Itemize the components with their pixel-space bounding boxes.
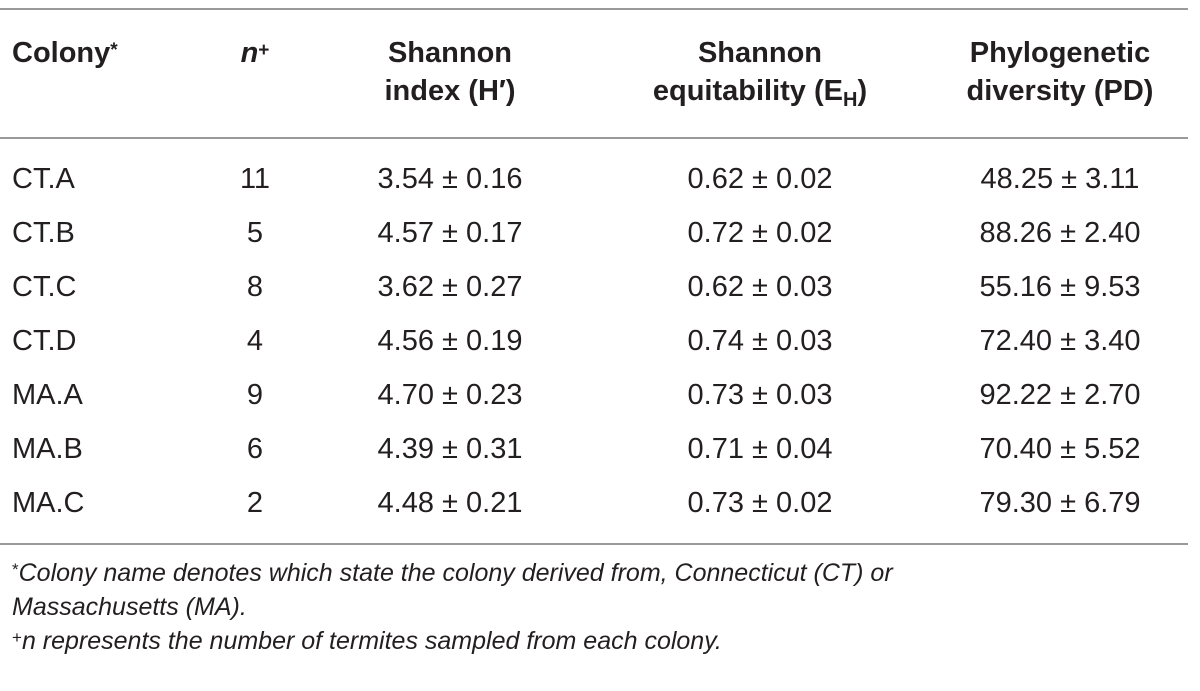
header-n: n+ <box>225 34 285 72</box>
cell-colony: MA.A <box>12 379 83 411</box>
cell-shannon: 3.54 ± 0.16 <box>377 163 523 195</box>
header-colony: Colony* <box>12 34 118 72</box>
header-phylogenetic-diversity: Phylogenetic diversity (PD) <box>940 34 1180 110</box>
cell-pd: 72.40 ± 3.40 <box>979 325 1141 357</box>
table-bottom-rule <box>0 543 1188 545</box>
footnote-colony: *Colony name denotes which state the col… <box>12 556 1188 590</box>
table-row: CT.A 11 3.54 ± 0.16 0.62 ± 0.02 48.25 ± … <box>0 152 1188 206</box>
cell-colony: CT.D <box>12 325 77 357</box>
cell-pd: 55.16 ± 9.53 <box>979 271 1141 303</box>
cell-pd: 88.26 ± 2.40 <box>979 217 1141 249</box>
header-shannon-equitability: Shannon equitability (EH) <box>620 34 900 113</box>
cell-equitability: 0.73 ± 0.02 <box>687 487 833 519</box>
cell-equitability: 0.72 ± 0.02 <box>687 217 833 249</box>
header-colony-footnote-mark: * <box>110 40 118 61</box>
table-header-rule <box>0 137 1188 139</box>
cell-n: 2 <box>246 487 264 519</box>
cell-pd: 92.22 ± 2.70 <box>979 379 1141 411</box>
table-row: MA.A 9 4.70 ± 0.23 0.73 ± 0.03 92.22 ± 2… <box>0 368 1188 422</box>
table-top-rule <box>0 8 1188 10</box>
footnote-n: +n represents the number of termites sam… <box>12 624 1188 658</box>
table-row: CT.D 4 4.56 ± 0.19 0.74 ± 0.03 72.40 ± 3… <box>0 314 1188 368</box>
cell-pd: 79.30 ± 6.79 <box>979 487 1141 519</box>
table-body: CT.A 11 3.54 ± 0.16 0.62 ± 0.02 48.25 ± … <box>0 152 1188 530</box>
cell-colony: CT.A <box>12 163 75 195</box>
cell-n: 4 <box>246 325 264 357</box>
cell-colony: CT.C <box>12 271 77 303</box>
header-equit-subscript: H <box>843 89 858 111</box>
footnote-colony-line1: Colony name denotes which state the colo… <box>18 559 893 587</box>
cell-shannon: 4.57 ± 0.17 <box>377 217 523 249</box>
cell-equitability: 0.62 ± 0.02 <box>687 163 833 195</box>
header-equit-line1: Shannon <box>697 37 823 69</box>
cell-pd: 70.40 ± 5.52 <box>979 433 1141 465</box>
header-pd-line1: Phylogenetic <box>969 37 1151 69</box>
header-shannon-line1: Shannon <box>387 37 513 69</box>
header-pd-line2: diversity (PD) <box>966 75 1154 107</box>
table-row: CT.B 5 4.57 ± 0.17 0.72 ± 0.02 88.26 ± 2… <box>0 206 1188 260</box>
cell-colony: CT.B <box>12 217 75 249</box>
cell-shannon: 4.70 ± 0.23 <box>377 379 523 411</box>
cell-n: 6 <box>246 433 264 465</box>
cell-colony: MA.C <box>12 487 85 519</box>
cell-shannon: 3.62 ± 0.27 <box>377 271 523 303</box>
footnote-n-text: n represents the number of termites samp… <box>21 627 722 655</box>
cell-n: 11 <box>239 163 271 195</box>
cell-shannon: 4.39 ± 0.31 <box>377 433 523 465</box>
cell-n: 9 <box>246 379 264 411</box>
table-footnotes: *Colony name denotes which state the col… <box>12 556 1188 658</box>
table-row: CT.C 8 3.62 ± 0.27 0.62 ± 0.03 55.16 ± 9… <box>0 260 1188 314</box>
cell-equitability: 0.62 ± 0.03 <box>687 271 833 303</box>
footnote-colony-line2: Massachusetts (MA). <box>12 593 247 621</box>
cell-equitability: 0.71 ± 0.04 <box>687 433 833 465</box>
header-n-label: n <box>240 37 259 69</box>
cell-equitability: 0.74 ± 0.03 <box>687 325 833 357</box>
header-equit-close: ) <box>857 75 868 107</box>
table-row: MA.B 6 4.39 ± 0.31 0.71 ± 0.04 70.40 ± 5… <box>0 422 1188 476</box>
header-n-footnote-mark: + <box>258 40 270 61</box>
cell-n: 8 <box>246 271 264 303</box>
cell-shannon: 4.56 ± 0.19 <box>377 325 523 357</box>
cell-equitability: 0.73 ± 0.03 <box>687 379 833 411</box>
cell-n: 5 <box>246 217 264 249</box>
table-row: MA.C 2 4.48 ± 0.21 0.73 ± 0.02 79.30 ± 6… <box>0 476 1188 530</box>
header-equit-line2: equitability (E <box>652 75 843 107</box>
cell-shannon: 4.48 ± 0.21 <box>377 487 523 519</box>
cell-pd: 48.25 ± 3.11 <box>980 163 1140 195</box>
footnote-colony-mark: * <box>12 560 19 579</box>
cell-colony: MA.B <box>12 433 83 465</box>
footnote-n-mark: + <box>12 628 22 647</box>
header-colony-label: Colony <box>12 37 111 69</box>
header-shannon-line2: index (H′) <box>384 75 516 107</box>
header-shannon-index: Shannon index (H′) <box>350 34 550 110</box>
